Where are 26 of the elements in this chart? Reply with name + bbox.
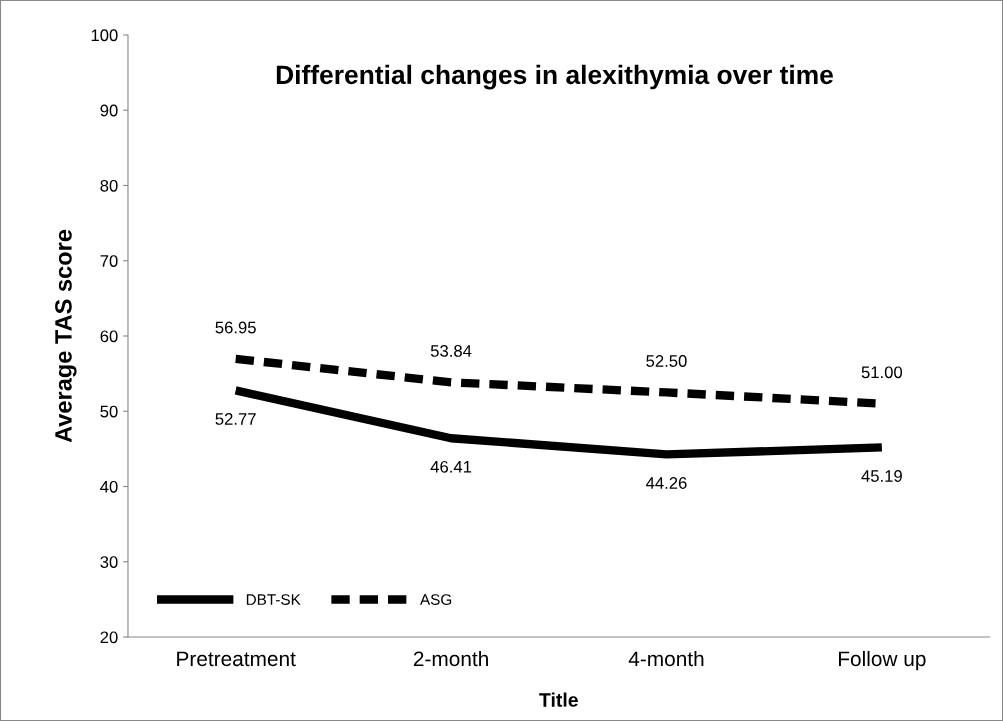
y-tick-label: 80 — [100, 179, 118, 192]
y-tick-label: 90 — [100, 104, 118, 117]
y-axis-title: Average TAS score — [55, 229, 77, 443]
text: 44.26 — [646, 477, 687, 489]
x-tick-label: Follow up — [838, 650, 926, 671]
y-tick-label: 40 — [100, 480, 118, 493]
x-axis-title: Title — [539, 692, 578, 707]
text: 56.95 — [215, 321, 256, 334]
y-tick-label: 50 — [100, 405, 118, 418]
y-tick-label: 30 — [100, 556, 118, 568]
text: 51.00 — [861, 366, 903, 379]
x-tick-label: 4-month — [628, 650, 704, 667]
text: 45.19 — [861, 470, 902, 482]
x-tick-label: 2-month — [413, 650, 488, 667]
y-tick-label: 70 — [100, 255, 118, 267]
text: 52.77 — [215, 413, 256, 425]
x-tick-label: Pretreatment — [177, 651, 296, 667]
text: Differential changes in alexithymia over time — [276, 64, 833, 90]
legend-label: DBT-SK — [246, 594, 301, 605]
legend-label: ASG — [420, 594, 452, 605]
text: 52.50 — [646, 355, 687, 367]
text: 53.84 — [430, 345, 472, 357]
y-tick-label: 60 — [100, 330, 118, 343]
y-tick-label: 100 — [91, 29, 118, 42]
text: 46.41 — [430, 460, 472, 473]
y-tick-label: 20 — [100, 631, 118, 644]
